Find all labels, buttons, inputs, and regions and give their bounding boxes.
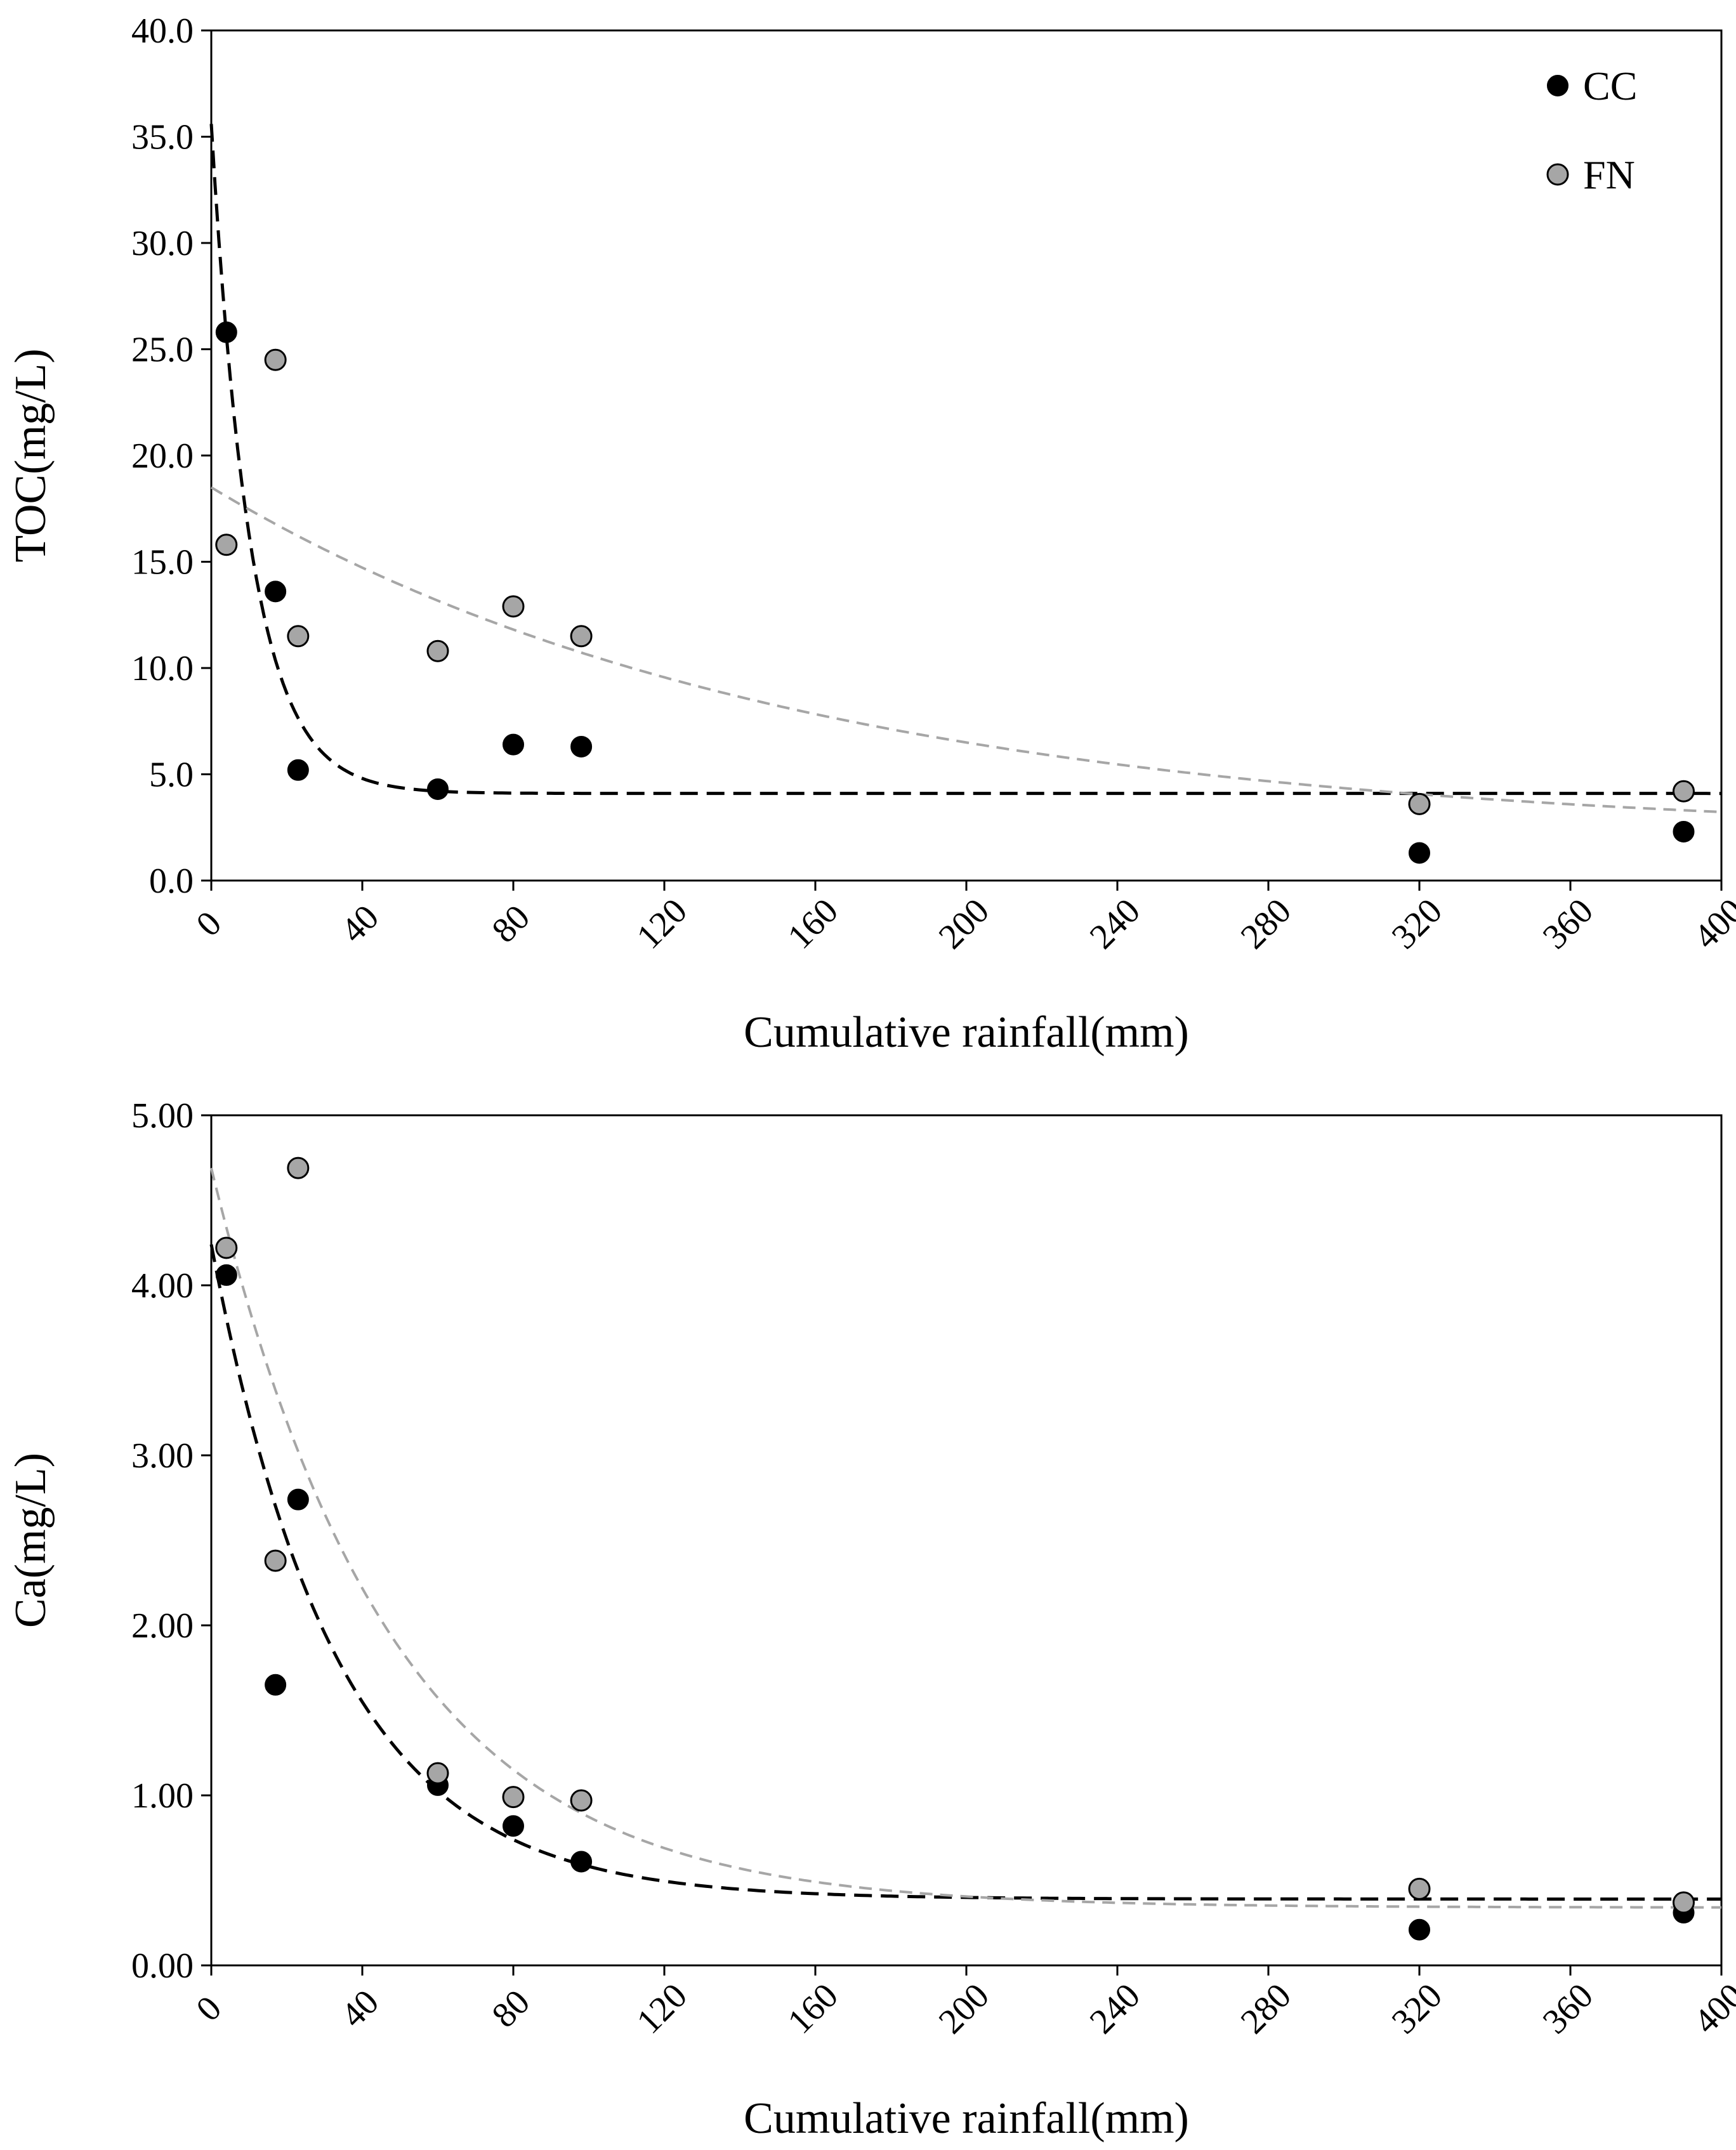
legend-marker-fn — [1546, 163, 1569, 186]
toc-x-tick-label: 400 — [1687, 891, 1736, 957]
toc-panel: 0 40 80 120 160 200 240 280 320 360 400 0.0 5.0 10.0 1… — [6, 11, 1736, 1057]
toc-x-tick-label: 200 — [931, 891, 997, 957]
ca-cc-point — [570, 1851, 593, 1873]
toc-x-tick-label: 360 — [1535, 891, 1601, 957]
ca-fn-fit-curve — [210, 1167, 1721, 1909]
toc-y-tick-label: 35.0 — [131, 118, 194, 157]
ca-fn-point — [1408, 1877, 1431, 1900]
ca-x-tick-label: 120 — [629, 1976, 695, 2042]
toc-y-axis-title: TOC(mg/L) — [6, 348, 55, 562]
ca-x-axis-title: Cumulative rainfall(mm) — [744, 2094, 1189, 2143]
toc-fn-point — [426, 639, 449, 662]
toc-fn-point — [502, 595, 525, 618]
ca-fn-point — [570, 1789, 593, 1812]
ca-fn-point — [426, 1762, 449, 1785]
ca-x-tick-label: 40 — [334, 1983, 386, 2035]
toc-x-tick-label: 160 — [780, 891, 846, 957]
ca-fn-point — [1673, 1891, 1695, 1914]
ca-cc-point — [1409, 1918, 1430, 1941]
toc-cc-point — [287, 759, 309, 781]
ca-x-tick-label: 80 — [485, 1983, 537, 2035]
toc-y-tick-label: 0.0 — [149, 862, 194, 901]
ca-x-tick-label: 240 — [1082, 1976, 1148, 2042]
toc-cc-point — [427, 778, 449, 800]
toc-fn-point — [287, 625, 310, 648]
toc-cc-point — [503, 733, 524, 756]
toc-x-tick-label: 240 — [1082, 891, 1148, 957]
toc-x-tick-label: 0 — [189, 904, 230, 945]
ca-y-axis-title: Ca(mg/L) — [6, 1453, 55, 1628]
toc-y-tick-label: 15.0 — [131, 543, 194, 582]
ca-cc-fit-curve — [209, 1244, 1721, 1901]
ca-fn-point — [215, 1236, 238, 1259]
ca-x-tick-label: 280 — [1233, 1976, 1299, 2042]
ca-x-tick-label: 160 — [780, 1976, 846, 2042]
ca-cc-point — [287, 1488, 309, 1511]
ca-plot-frame — [210, 1114, 1723, 1967]
ca-fn-point — [264, 1549, 287, 1572]
toc-x-tick-label: 80 — [485, 898, 537, 950]
legend-label-cc: CC — [1583, 63, 1637, 108]
toc-y-tick-label: 30.0 — [131, 224, 194, 263]
toc-fn-point — [1673, 780, 1695, 803]
ca-y-tick-label: 0.00 — [131, 1946, 194, 1986]
ca-y-tick-label: 5.00 — [131, 1096, 194, 1136]
ca-x-tick-label: 0 — [189, 1989, 230, 2029]
toc-cc-point — [570, 735, 593, 757]
toc-cc-point — [215, 321, 237, 343]
toc-x-axis-title: Cumulative rainfall(mm) — [744, 1008, 1189, 1057]
legend-label-fn: FN — [1583, 152, 1635, 197]
toc-legend: CC FN — [1546, 63, 1637, 197]
toc-fn-fit-curve — [210, 486, 1722, 813]
toc-cc-point — [1673, 820, 1695, 842]
toc-y-tick-label: 20.0 — [131, 436, 194, 476]
toc-x-tick-label: 280 — [1233, 891, 1299, 957]
toc-cc-point — [1409, 842, 1430, 864]
ca-panel: 0 40 80 120 160 200 240 280 320 360 400 0.00 1.00 2.0… — [6, 1096, 1736, 2143]
ca-cc-point — [215, 1264, 237, 1286]
ca-x-tick-label: 400 — [1687, 1976, 1736, 2042]
ca-fn-point — [287, 1157, 310, 1179]
toc-y-tick-label: 40.0 — [131, 11, 194, 51]
toc-x-tick-label: 40 — [334, 898, 386, 950]
toc-plot-frame — [210, 29, 1723, 882]
ca-y-tick-label: 4.00 — [131, 1266, 194, 1306]
toc-cc-fit-curve — [209, 124, 1721, 796]
toc-y-tick-label: 5.0 — [149, 756, 194, 795]
toc-x-tick-label: 320 — [1384, 891, 1450, 957]
ca-x-tick-label: 320 — [1384, 1976, 1450, 2042]
ca-cc-point — [265, 1674, 287, 1696]
ca-y-tick-label: 3.00 — [131, 1436, 194, 1476]
toc-cc-point — [265, 580, 287, 603]
toc-y-tick-label: 10.0 — [131, 649, 194, 688]
toc-y-tick-label: 25.0 — [131, 331, 194, 370]
toc-fn-point — [215, 534, 238, 556]
toc-fn-point — [264, 348, 287, 371]
ca-x-tick-label: 360 — [1535, 1976, 1601, 2042]
toc-x-tick-label: 120 — [629, 891, 695, 957]
ca-y-tick-label: 2.00 — [131, 1606, 194, 1646]
toc-fn-point — [1408, 792, 1431, 815]
ca-cc-point — [503, 1815, 524, 1837]
ca-x-tick-label: 200 — [931, 1976, 997, 2042]
legend-marker-cc — [1547, 75, 1568, 96]
ca-y-tick-label: 1.00 — [131, 1776, 194, 1816]
ca-fn-point — [502, 1786, 525, 1809]
toc-fn-point — [570, 625, 593, 648]
